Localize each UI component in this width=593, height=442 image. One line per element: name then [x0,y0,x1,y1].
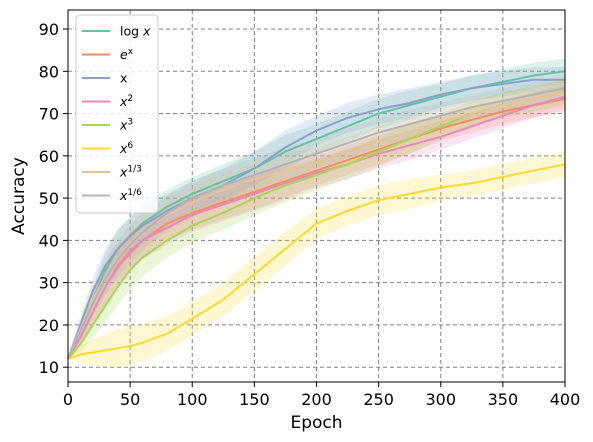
confidence-band [68,75,565,359]
confidence-band [68,79,565,359]
series-line [67,95,566,360]
series-line [67,87,566,360]
legend-label: x1/3 [119,165,142,180]
x-tick-label: 250 [363,390,394,409]
y-tick-label: 30 [39,274,59,293]
confidence-band [68,79,565,359]
y-tick-label: 70 [39,105,59,124]
x-tick-label: 300 [425,390,456,409]
y-tick-label: 60 [39,147,59,166]
y-tick-label: 40 [39,231,59,250]
legend-label: x1/6 [119,188,142,203]
series-line [67,163,566,360]
y-tick-label: 90 [39,20,59,39]
legend-label: x2 [119,94,133,109]
y-tick-label: 80 [39,62,59,81]
y-tick-label: 10 [39,358,59,377]
legend-box [75,14,159,214]
y-axis-label: Accuracy [9,157,29,235]
legend-label: x6 [119,141,133,156]
legend-label: log x [120,24,151,39]
legend: log x ex x x2 x3 x6 x1/3 x1/6 [75,14,159,214]
y-tick-label: 20 [39,316,59,335]
x-tick-label: 350 [488,390,519,409]
axis-ticks: 0 50 100 150 200 250 300 350 400 10 20 30 40 50 60 70 80… [39,20,581,409]
x-tick-label: 200 [301,390,332,409]
legend-label: x [120,71,127,86]
legend-label: x3 [119,118,133,133]
x-tick-label: 0 [63,390,73,409]
x-tick-label: 100 [177,390,208,409]
series-line [67,78,565,360]
y-tick-label: 50 [39,189,59,208]
confidence-band [68,58,565,359]
series-line [67,91,566,360]
series-lines [67,70,566,360]
series-line [67,91,566,360]
legend-label: ex [120,47,134,62]
x-axis-label: Epoch [290,413,342,433]
x-tick-label: 150 [239,390,270,409]
x-tick-label: 50 [120,390,140,409]
confidence-band [68,151,565,368]
x-tick-label: 400 [550,390,581,409]
